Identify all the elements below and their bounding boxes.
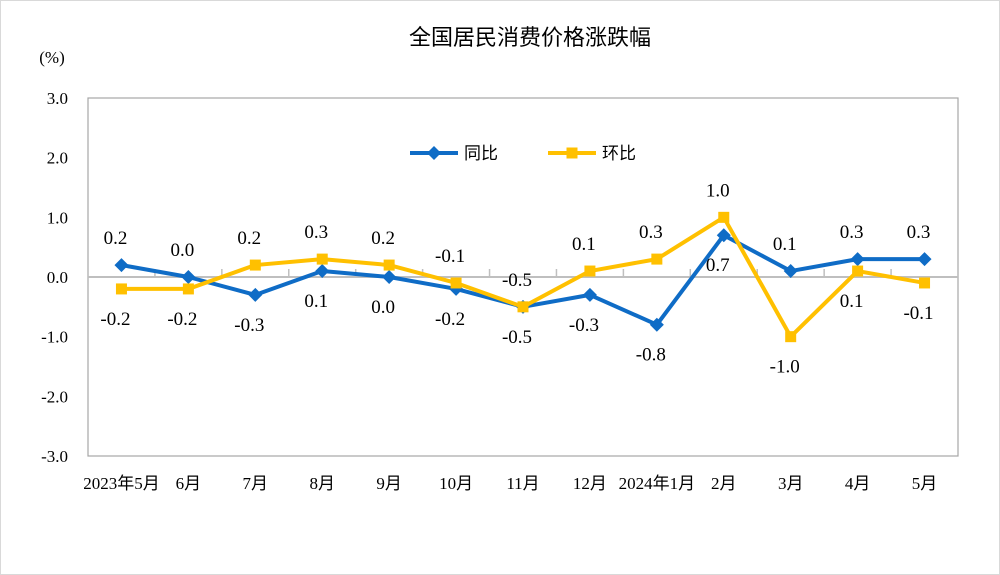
- legend-marker-diamond: [427, 146, 441, 160]
- data-point-square: [182, 283, 194, 295]
- y-tick-label: -2.0: [41, 387, 68, 406]
- data-label: -0.1: [903, 303, 933, 324]
- x-tick-label: 7月: [243, 474, 269, 493]
- legend-label: 同比: [464, 144, 498, 164]
- data-label: 0.2: [371, 228, 395, 249]
- data-label: -0.3: [569, 315, 599, 336]
- data-label: 1.0: [706, 180, 730, 201]
- data-label: -0.8: [636, 345, 666, 366]
- data-label: -0.1: [435, 246, 465, 267]
- x-tick-label: 12月: [573, 474, 607, 493]
- data-point-diamond: [248, 287, 263, 302]
- data-label: 0.3: [639, 222, 663, 243]
- data-label: -0.2: [167, 309, 197, 330]
- data-point-diamond: [850, 252, 865, 267]
- data-label: -0.5: [502, 270, 532, 291]
- data-point-diamond: [649, 317, 664, 332]
- data-label: 0.0: [171, 240, 195, 261]
- data-label: -1.0: [770, 357, 800, 378]
- data-label: 0.3: [907, 222, 931, 243]
- data-label: -0.2: [435, 309, 465, 330]
- data-label: 0.7: [706, 255, 730, 276]
- data-point-square: [249, 259, 261, 271]
- data-label: 0.1: [840, 291, 864, 312]
- data-point-square: [785, 331, 797, 343]
- data-label: -0.3: [234, 315, 264, 336]
- x-tick-label: 4月: [845, 474, 871, 493]
- data-point-diamond: [114, 258, 129, 273]
- data-label: 0.1: [773, 234, 797, 255]
- data-point-square: [316, 253, 328, 265]
- data-point-diamond: [382, 270, 397, 284]
- x-tick-label: 9月: [376, 474, 402, 493]
- x-tick-label: 3月: [778, 474, 804, 493]
- data-point-diamond: [315, 264, 330, 279]
- y-tick-label: -1.0: [41, 328, 68, 347]
- data-point-square: [718, 211, 730, 223]
- y-axis-unit: (%): [39, 48, 64, 67]
- y-tick-label: 2.0: [47, 149, 68, 168]
- data-point-diamond: [716, 228, 731, 243]
- x-tick-label: 11月: [506, 474, 539, 493]
- data-label: 0.2: [237, 228, 261, 249]
- x-tick-label: 10月: [439, 474, 473, 493]
- data-label: 0.2: [104, 228, 128, 249]
- x-tick-label: 2024年1月: [619, 474, 696, 493]
- data-point-diamond: [917, 252, 932, 267]
- data-label: -0.2: [100, 309, 130, 330]
- data-point-square: [383, 259, 395, 271]
- x-tick-label: 5月: [912, 474, 938, 493]
- chart-title: 全国居民消费价格涨跌幅: [409, 26, 651, 51]
- data-point-square: [517, 301, 529, 313]
- data-point-square: [852, 265, 864, 277]
- data-point-diamond: [783, 264, 798, 279]
- data-label: 0.1: [304, 291, 328, 312]
- data-label: 0.1: [572, 234, 596, 255]
- x-tick-label: 2月: [711, 474, 737, 493]
- legend-label: 环比: [602, 144, 636, 164]
- data-point-square: [651, 253, 663, 265]
- data-point-square: [450, 277, 462, 289]
- data-point-square: [584, 265, 596, 277]
- data-point-diamond: [181, 270, 196, 284]
- x-tick-label: 2023年5月: [83, 474, 160, 493]
- data-label: -0.5: [502, 327, 532, 348]
- y-tick-label: -3.0: [41, 447, 68, 466]
- y-tick-label: 3.0: [47, 89, 68, 108]
- x-tick-label: 6月: [176, 474, 202, 493]
- x-tick-label: 8月: [309, 474, 335, 493]
- legend-marker-square: [566, 147, 578, 159]
- data-point-square: [115, 283, 127, 295]
- data-label: 0.3: [840, 222, 864, 243]
- legend: 同比 环比: [410, 144, 636, 164]
- data-point-diamond: [582, 287, 597, 302]
- data-label: 0.3: [304, 222, 328, 243]
- y-tick-label: 1.0: [47, 208, 68, 227]
- data-point-square: [919, 277, 931, 289]
- y-tick-label: 0.0: [47, 268, 68, 287]
- data-label: 0.0: [371, 297, 395, 318]
